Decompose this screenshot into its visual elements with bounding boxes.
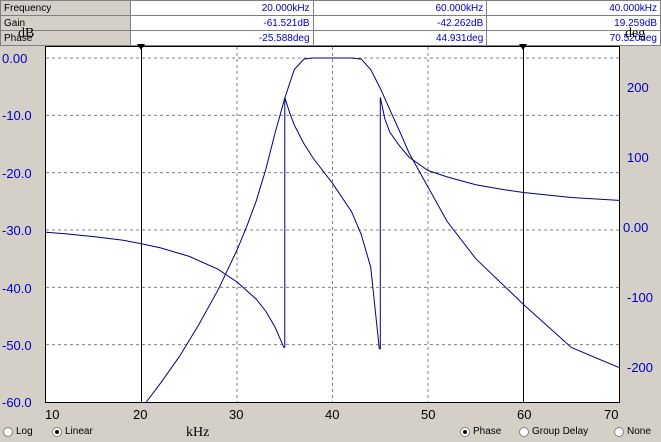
none-display-option[interactable]: None <box>614 426 651 437</box>
readout-value-delta: 19.259dB <box>486 15 661 31</box>
readout-value-cursor2: 60.000kHz <box>312 0 488 16</box>
frequency-tick-label: 20 <box>133 407 148 422</box>
plot-area[interactable] <box>45 46 620 403</box>
phase-tick-label: 200 <box>627 80 649 95</box>
group-delay-label: Group Delay <box>532 426 589 437</box>
gain-tick-label: 0.00 <box>2 51 28 66</box>
gain-tick-label: -40.0 <box>2 281 32 296</box>
gain-trace <box>145 57 619 402</box>
readout-value-delta: 70.520deg <box>486 30 661 46</box>
readout-label: Gain <box>0 15 131 31</box>
phase-tick-label: -100 <box>627 290 654 305</box>
gain-tick-label: -50.0 <box>2 338 32 353</box>
frequency-tick-label: 60 <box>517 407 532 422</box>
phase-tick-label: 0.00 <box>623 220 649 235</box>
frequency-axis-unit: kHz <box>186 425 210 440</box>
group-delay-display-option[interactable]: Group Delay <box>519 426 588 437</box>
frequency-tick-label: 10 <box>45 407 60 422</box>
phase-display-option[interactable]: Phase <box>460 426 501 437</box>
readout-value-cursor1: 20.000kHz <box>130 0 314 16</box>
linear-radio[interactable] <box>52 426 62 437</box>
readout-row-gain: Gain -61.521dB -42.262dB 19.259dB <box>0 15 661 31</box>
log-label: Log <box>16 426 33 437</box>
linear-label: Linear <box>65 426 93 437</box>
none-label: None <box>627 426 651 437</box>
gain-tick-label: -10.0 <box>2 108 32 123</box>
right-axis-unit: deg <box>625 26 646 41</box>
phase-tick-label: 100 <box>627 150 649 165</box>
readout-value-delta: 40.000kHz <box>486 0 661 16</box>
phase-trace <box>46 97 619 350</box>
readout-value-cursor1: -25.588deg <box>130 30 314 46</box>
cursor-marker-icon[interactable] <box>518 44 527 50</box>
frequency-tick-label: 50 <box>421 407 436 422</box>
readout-value-cursor2: -42.262dB <box>312 15 488 31</box>
bode-plot <box>46 47 619 402</box>
readout-value-cursor2: 44.931deg <box>312 30 488 46</box>
frequency-tick-label: 40 <box>325 407 340 422</box>
readout-label: Frequency <box>0 0 131 16</box>
none-radio[interactable] <box>614 426 624 437</box>
linear-scale-option[interactable]: Linear <box>52 426 93 437</box>
log-scale-option[interactable]: Log <box>3 426 33 437</box>
frequency-tick-label: 70 <box>604 407 619 422</box>
frequency-tick-label: 30 <box>229 407 244 422</box>
phase-radio[interactable] <box>460 426 470 437</box>
readout-label: Phase <box>0 30 131 46</box>
readout-row-frequency: Frequency 20.000kHz 60.000kHz 40.000kHz <box>0 0 661 16</box>
cursor-readout-table: Frequency 20.000kHz 60.000kHz 40.000kHz … <box>0 0 661 46</box>
group-delay-radio[interactable] <box>519 426 529 437</box>
gain-tick-label: -60.0 <box>2 395 32 410</box>
phase-option-label: Phase <box>473 426 502 437</box>
left-axis-unit: dB <box>18 26 35 41</box>
log-radio[interactable] <box>3 426 13 437</box>
gain-tick-label: -20.0 <box>2 166 32 181</box>
phase-tick-label: -200 <box>627 360 654 375</box>
cursor-marker-icon[interactable] <box>136 44 145 50</box>
gain-tick-label: -30.0 <box>2 223 32 238</box>
readout-row-phase: Phase -25.588deg 44.931deg 70.520deg <box>0 30 661 46</box>
readout-value-cursor1: -61.521dB <box>130 15 314 31</box>
